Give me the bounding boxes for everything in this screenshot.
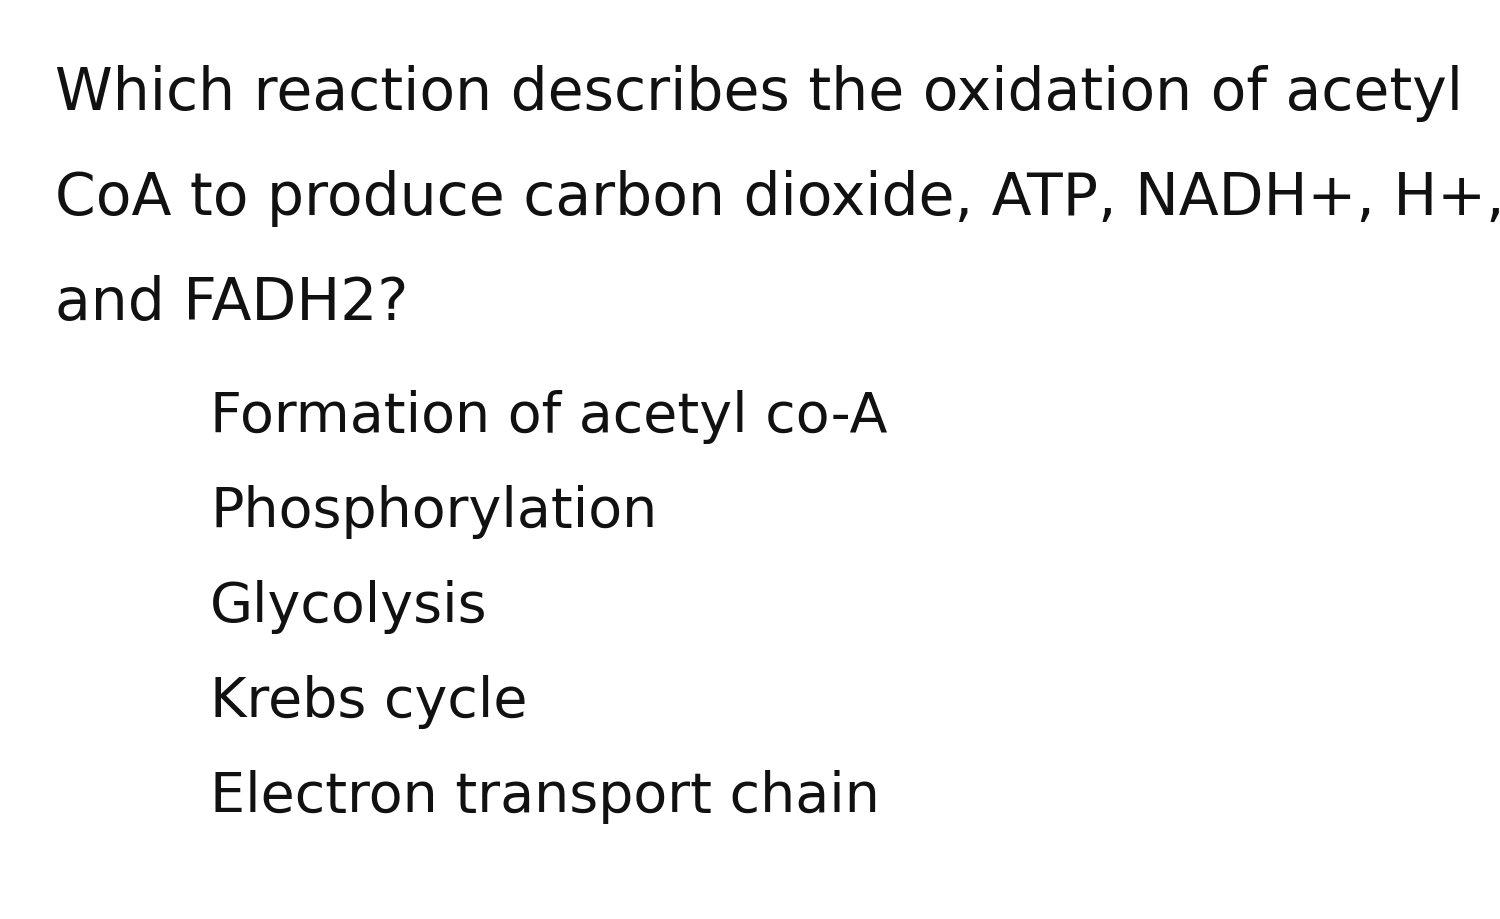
Text: Electron transport chain: Electron transport chain [210,769,880,823]
Text: and FADH2?: and FADH2? [56,275,408,332]
Text: CoA to produce carbon dioxide, ATP, NADH+, H+,: CoA to produce carbon dioxide, ATP, NADH… [56,170,1500,227]
Text: Formation of acetyl co-A: Formation of acetyl co-A [210,390,888,444]
Text: Phosphorylation: Phosphorylation [210,484,657,539]
Text: Krebs cycle: Krebs cycle [210,675,528,728]
Text: Glycolysis: Glycolysis [210,579,488,633]
Text: Which reaction describes the oxidation of acetyl: Which reaction describes the oxidation o… [56,65,1462,122]
